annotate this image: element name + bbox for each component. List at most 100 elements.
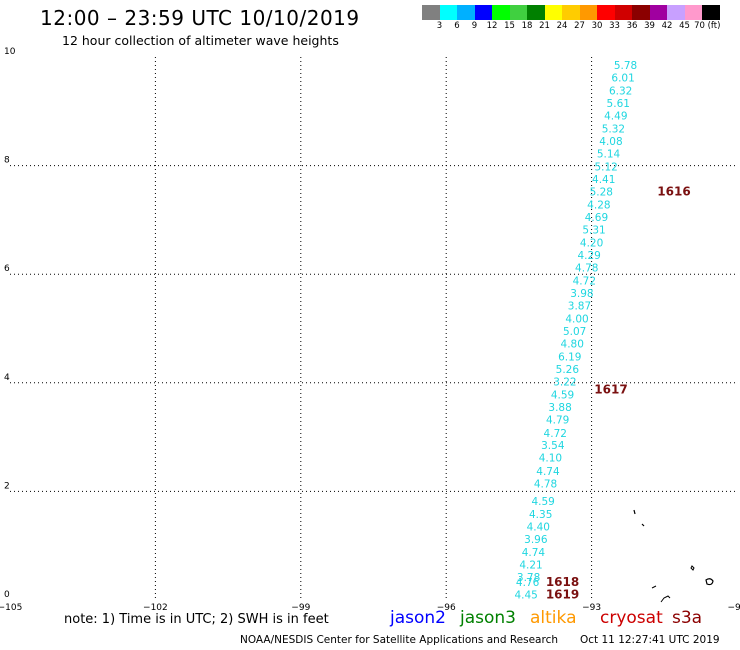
wave-height-value: 6.19 [558,352,581,364]
wave-height-value: 5.31 [582,225,605,237]
lon-tick-label: −96 [437,603,456,613]
legend-swatch [439,5,457,20]
lat-tick-label: 4 [4,373,10,383]
wave-height-value: 4.78 [534,478,557,490]
time-marker: 1619 [546,588,579,602]
wave-height-value: 4.10 [539,453,562,465]
satellite-altika: altika [530,608,577,628]
satellite-cryosat: cryosat [600,608,663,628]
wave-height-value: 4.59 [531,496,554,508]
wave-height-value: 5.12 [594,162,617,174]
legend-label: 33 [609,21,620,31]
wave-height-value: 5.28 [590,187,613,199]
legend-swatch [422,5,440,20]
wave-height-value: 5.07 [563,326,586,338]
time-marker: 1616 [657,185,690,199]
lon-tick-label: −99 [291,603,310,613]
legend-swatch [579,5,597,20]
legend-label: 24 [556,21,568,31]
lat-tick-label: 10 [4,47,16,57]
wave-height-value: 4.76 [516,577,540,589]
wave-height-value: 4.69 [585,212,608,224]
legend-swatch [649,5,667,20]
wave-height-value: 4.45 [514,590,537,602]
legend-label: 27 [574,21,585,31]
wave-height-value: 4.41 [592,174,615,186]
legend-label: 42 [661,21,673,31]
wave-height-value: 4.49 [604,111,627,123]
legend-swatch [527,5,545,20]
wave-height-value: 4.21 [519,560,542,572]
lat-tick-label: 6 [4,264,10,274]
wave-height-value: 4.78 [575,263,598,275]
wave-height-value: 3.87 [568,301,591,313]
color-scale-legend [422,5,720,20]
legend-swatch [492,5,510,20]
island-outline [660,595,671,603]
time-marker: 1617 [594,382,627,396]
map-title: 12:00 – 23:59 UTC 10/10/2019 [40,6,360,30]
legend-label: 3 [436,21,443,31]
legend-label: 21 [539,21,550,31]
lat-tick-label: 0 [4,590,10,600]
wave-height-value: 3.98 [570,288,593,300]
legend-label: 36 [626,21,638,31]
wave-height-value: 4.00 [565,314,588,326]
wave-height-value: 4.80 [561,339,584,351]
legend-label: 12 [486,21,498,31]
wave-height-value: 6.01 [611,73,634,85]
wave-height-value: 4.74 [536,466,560,478]
island-outline [651,585,657,589]
time-marker: 1618 [546,575,579,589]
lat-tick-label: 2 [4,481,10,491]
island-outline [641,523,645,527]
wave-height-value: 4.28 [587,200,610,212]
island-outline [690,565,695,571]
wave-height-value: 4.08 [599,136,622,148]
lon-tick-label: −93 [582,603,601,613]
legend-label: 15 [504,21,515,31]
credit-line: NOAA/NESDIS Center for Satellite Applica… [240,634,558,646]
generated-timestamp: Oct 11 12:27:41 UTC 2019 [580,634,720,646]
legend-label: 9 [471,21,478,31]
wave-height-value: 4.72 [544,428,567,440]
wave-height-value: 4.74 [522,547,546,559]
lon-tick-label: −90 [728,603,740,613]
lon-tick-label: −105 [0,603,22,613]
wave-height-value: 4.59 [551,390,574,402]
island-outline [633,509,636,515]
map-subtitle: 12 hour collection of altimeter wave hei… [62,33,339,48]
lon-tick-label: −102 [143,603,168,613]
wave-height-value: 3.78 [517,572,540,584]
legend-label: 30 [591,21,603,31]
legend-swatch [457,5,475,20]
legend-label: 18 [521,21,533,31]
legend-swatch [474,5,492,20]
legend-swatch [684,5,702,20]
legend-swatch [702,5,720,20]
footer-note: note: 1) Time is in UTC; 2) SWH is in fe… [64,612,329,627]
legend-swatch [509,5,527,20]
wave-height-value: 4.79 [546,415,569,427]
wave-height-value: 4.35 [529,509,552,521]
wave-height-value: 3.22 [553,377,576,389]
island-outline [705,578,714,586]
legend-label: 70 (ft) [694,21,721,31]
satellite-jason3: jason3 [460,608,516,628]
legend-label: 45 [679,21,690,31]
wave-height-value: 5.32 [602,124,625,136]
legend-swatch [562,5,580,20]
legend-swatch [614,5,632,20]
wave-height-value: 3.88 [548,402,571,414]
wave-height-value: 4.72 [573,276,596,288]
legend-swatch [632,5,650,20]
wave-height-value: 5.61 [607,98,630,110]
legend-label: 39 [644,21,655,31]
satellite-jason2: jason2 [390,608,446,628]
satellite-s3a: s3a [672,608,703,628]
legend-swatch [597,5,615,20]
wave-height-value: 3.96 [524,534,548,546]
wave-height-value: 6.32 [609,86,632,98]
legend-swatch [544,5,562,20]
